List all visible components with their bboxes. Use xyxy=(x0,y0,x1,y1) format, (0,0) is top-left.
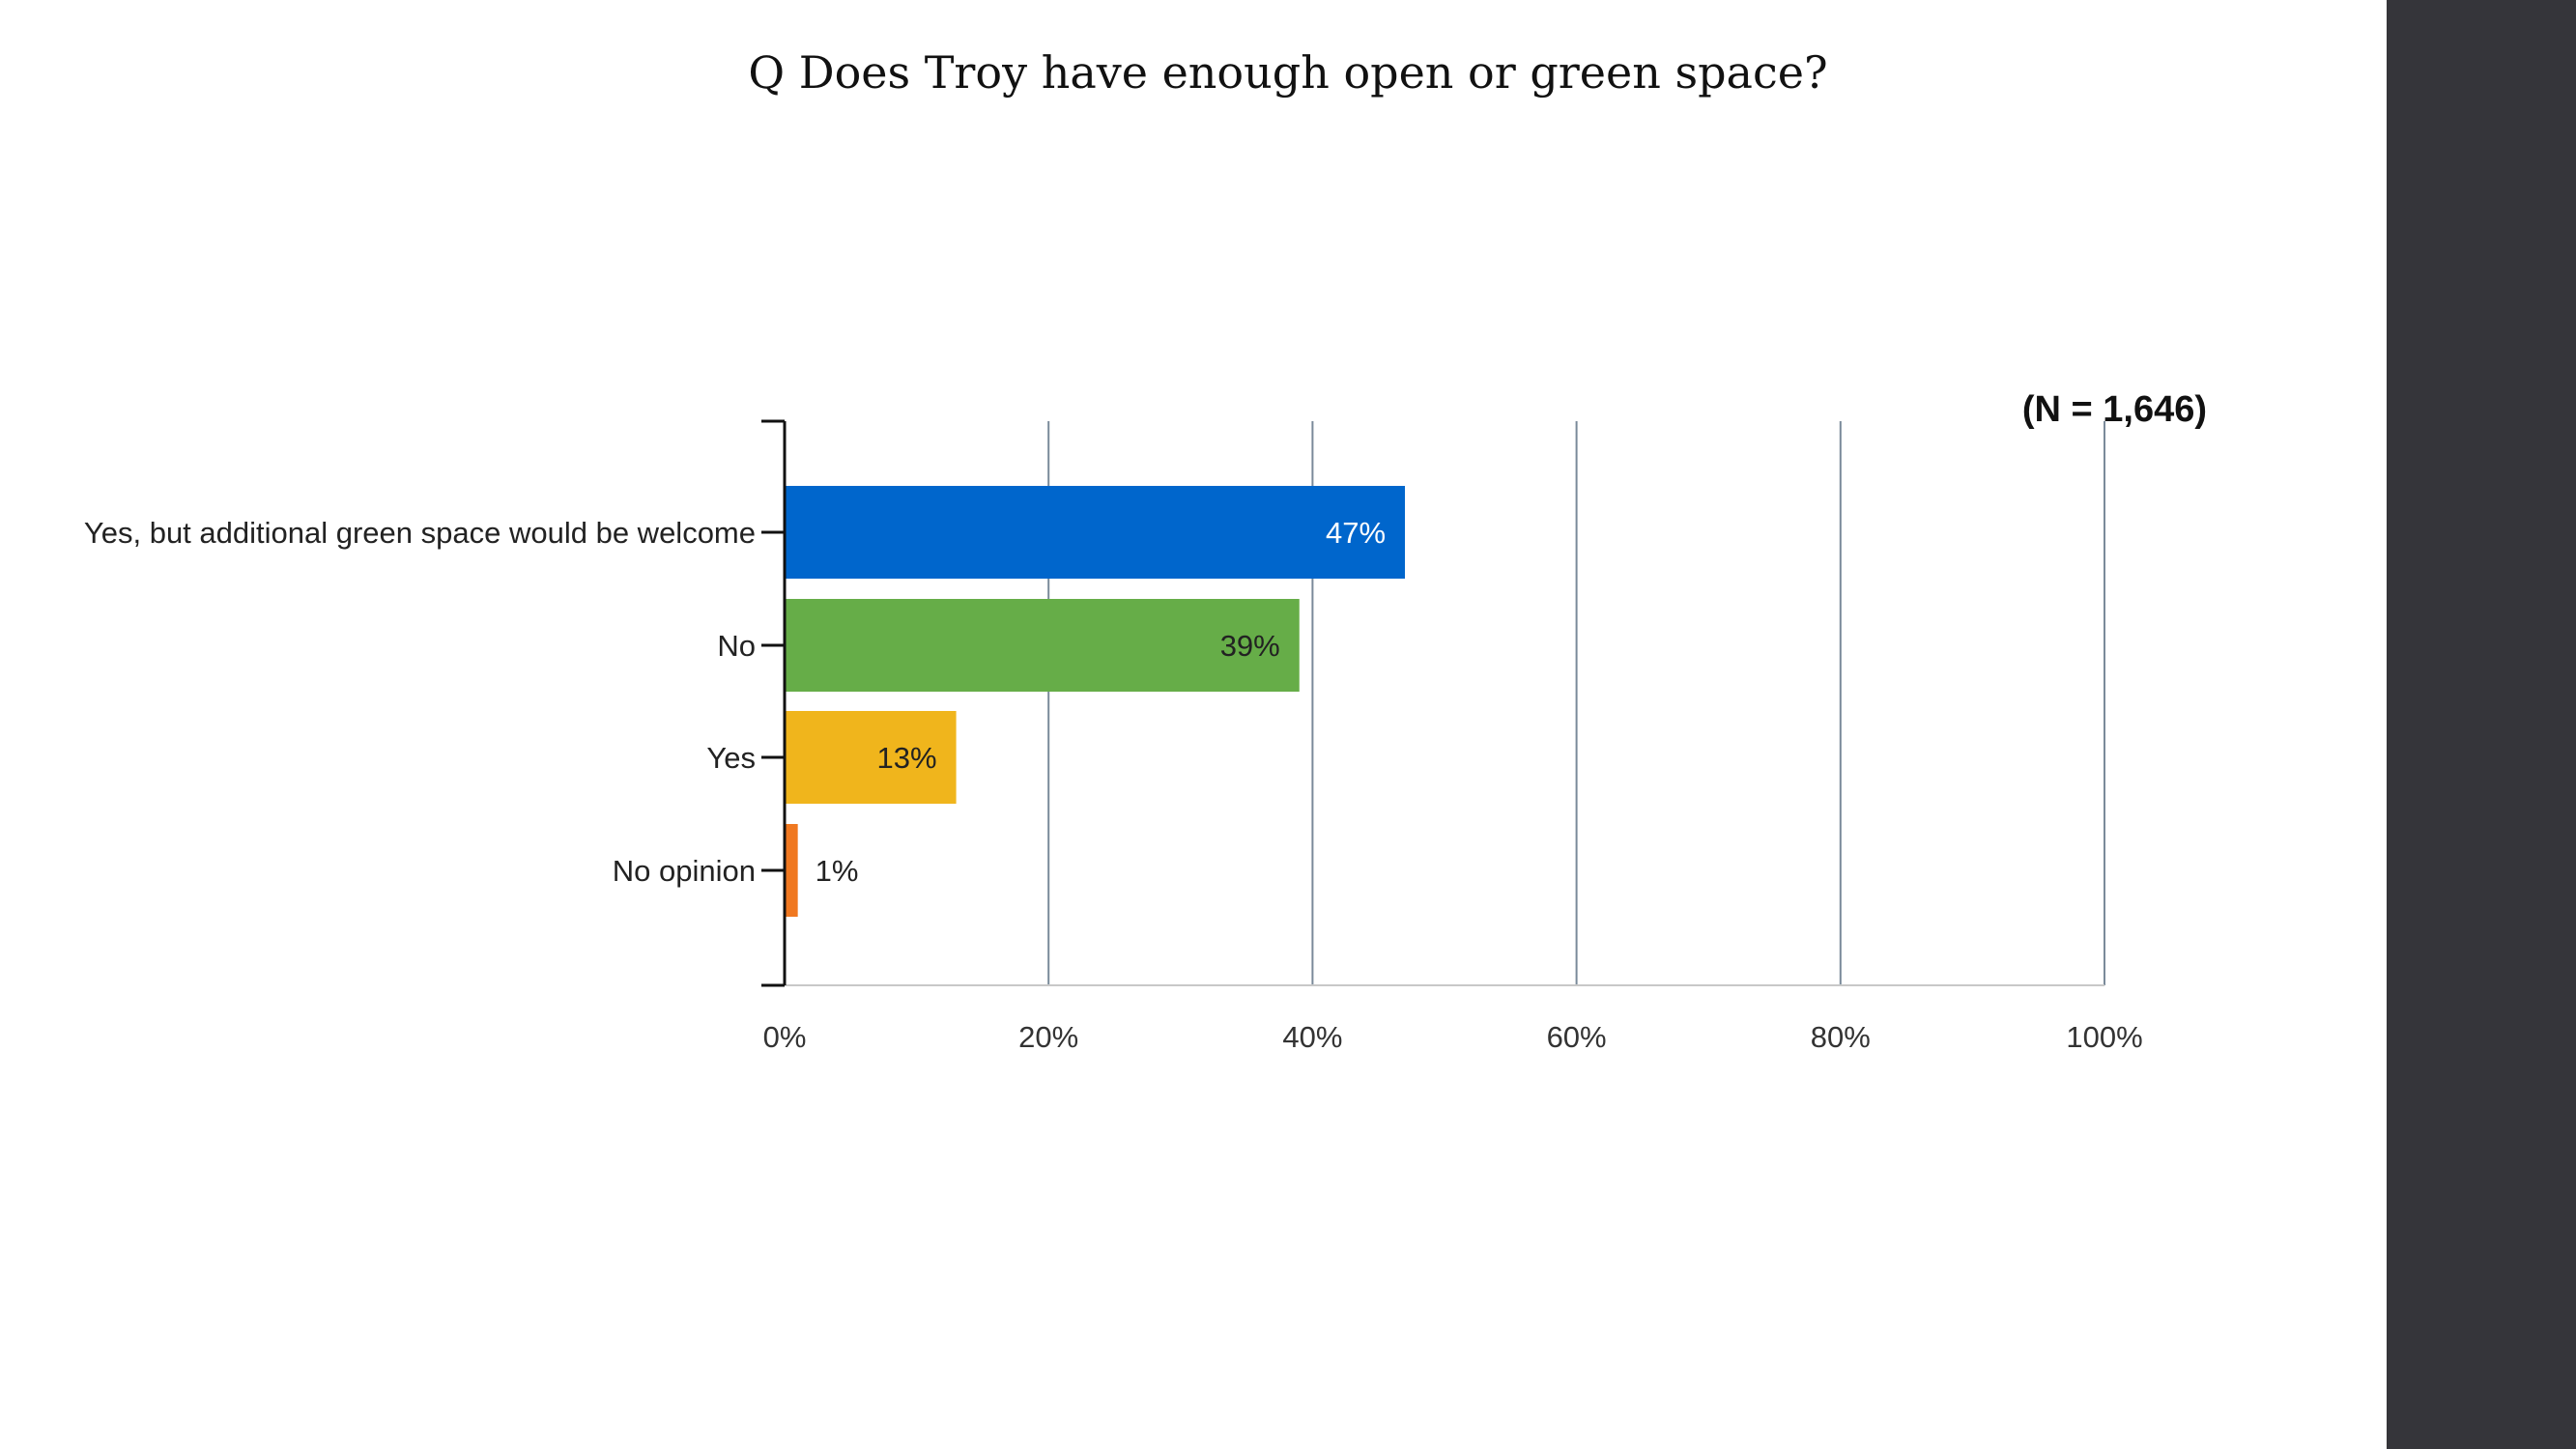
category-label: Yes, but additional green space would be… xyxy=(84,516,756,550)
category-label: Yes xyxy=(706,741,756,775)
slide: Q Does Troy have enough open or green sp… xyxy=(83,46,2207,1054)
x-tick-label: 60% xyxy=(1547,1020,1607,1054)
data-label: 1% xyxy=(816,854,859,888)
sample-size-annotation: (N = 1,646) xyxy=(2022,389,2207,430)
x-tick-label: 40% xyxy=(1282,1020,1342,1054)
bar xyxy=(785,711,957,804)
category-label: No opinion xyxy=(613,854,756,888)
side-panel xyxy=(2387,0,2576,1449)
data-label: 13% xyxy=(877,741,937,775)
x-tick-label: 100% xyxy=(2066,1020,2142,1054)
data-label: 47% xyxy=(1326,516,1386,550)
x-tick-label: 0% xyxy=(763,1020,807,1054)
x-tick-label: 20% xyxy=(1018,1020,1078,1054)
bar-chart: Yes, but additional green space would be… xyxy=(84,389,2207,1054)
data-label: 39% xyxy=(1220,629,1280,663)
bar xyxy=(785,824,798,917)
bar xyxy=(785,599,1300,692)
category-label: No xyxy=(717,629,756,663)
x-tick-label: 80% xyxy=(1811,1020,1871,1054)
bar xyxy=(785,486,1406,579)
page-title: Q Does Troy have enough open or green sp… xyxy=(748,46,1828,99)
